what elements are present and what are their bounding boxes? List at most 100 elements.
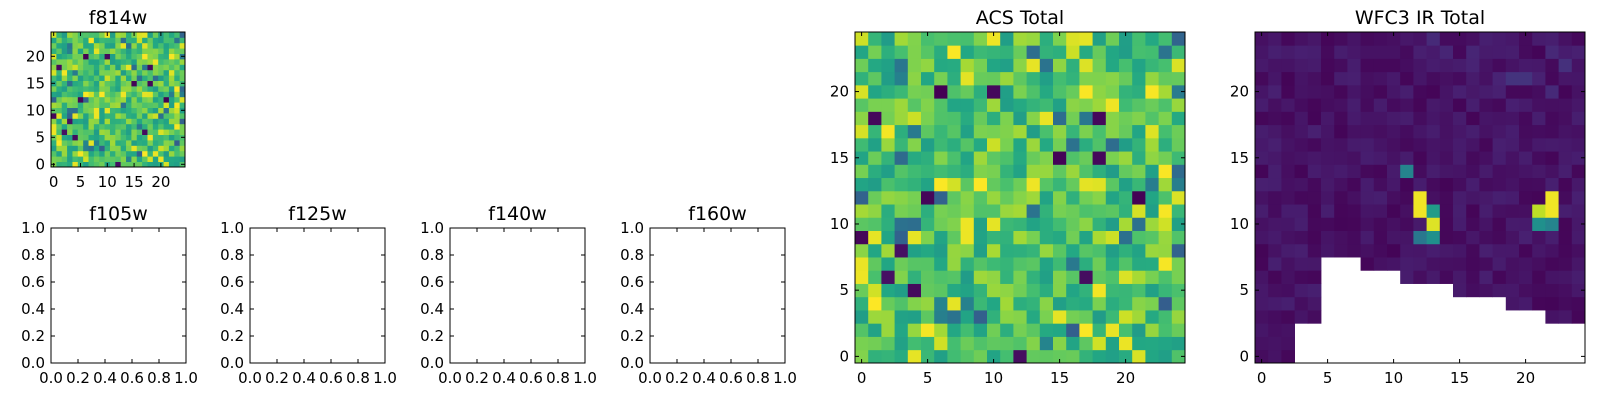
heatmap-cell: [158, 80, 164, 87]
heatmap-cell: [1145, 151, 1159, 165]
heatmap-cell: [1132, 177, 1146, 192]
heatmap-cell: [1453, 243, 1467, 258]
heatmap-cell: [56, 42, 63, 49]
heatmap-cell: [83, 69, 89, 76]
heatmap-cell: [1294, 137, 1309, 152]
heatmap-cell: [1132, 111, 1146, 126]
heatmap-cell: [1158, 296, 1173, 311]
heatmap-cell: [1558, 45, 1573, 59]
heatmap-cell: [163, 123, 170, 130]
heatmap-cell: [56, 80, 63, 87]
heatmap-cell: [1334, 230, 1348, 245]
heatmap-cell: [1453, 164, 1467, 179]
heatmap-cell: [158, 145, 164, 152]
heatmap-cell: [72, 107, 79, 114]
heatmap-cell: [147, 86, 154, 92]
heatmap-cell: [1466, 190, 1480, 205]
heatmap-cell: [1307, 71, 1322, 86]
heatmap-cell: [104, 48, 111, 54]
heatmap-cell: [921, 243, 935, 258]
heatmap-cell: [1426, 270, 1441, 284]
heatmap-cell: [1255, 45, 1269, 59]
heatmap-cell: [1571, 151, 1586, 165]
heatmap-cell: [1039, 71, 1054, 86]
heatmap-cell: [987, 283, 1001, 298]
heatmap-cell: [88, 91, 95, 98]
heatmap-cell: [163, 75, 170, 81]
heatmap-cell: [61, 150, 68, 157]
heatmap-cell: [1092, 310, 1107, 324]
heatmap-cell: [56, 64, 63, 71]
heatmap-cell: [115, 123, 122, 130]
heatmap-cell: [136, 123, 143, 130]
heatmap-cell: [1360, 111, 1375, 126]
x-tick-label: 1.0: [373, 369, 397, 387]
heatmap-cell: [1079, 71, 1093, 86]
heatmap-cell: [1281, 164, 1295, 179]
heatmap-cell: [1307, 310, 1322, 324]
heatmap-cell: [1532, 204, 1546, 218]
heatmap-cell: [1171, 111, 1186, 126]
x-tick-label: 0.0: [39, 369, 63, 387]
heatmap-cell: [1545, 124, 1559, 139]
heatmap-cell: [1492, 45, 1507, 59]
heatmap-cell: [1426, 124, 1441, 139]
heatmap-cell: [960, 137, 975, 152]
heatmap-cell: [1413, 32, 1427, 46]
heatmap-cell: [1079, 336, 1093, 351]
heatmap-cell: [1334, 190, 1348, 205]
acs_total-cells: [855, 32, 1186, 364]
heatmap-cell: [120, 75, 127, 81]
heatmap-cell: [72, 53, 79, 60]
heatmap-cell: [168, 80, 175, 87]
heatmap-cell: [1145, 243, 1159, 258]
heatmap-cell: [1053, 151, 1067, 165]
heatmap-cell: [1294, 164, 1309, 179]
heatmap-cell: [88, 86, 95, 92]
heatmap-cell: [1479, 164, 1493, 179]
heatmap-cell: [104, 69, 111, 76]
heatmap-cell: [881, 164, 895, 179]
heatmap-cell: [93, 53, 100, 60]
heatmap-cell: [1119, 45, 1133, 59]
heatmap-cell: [109, 140, 116, 146]
heatmap-cell: [1000, 98, 1014, 112]
heatmap-cell: [1571, 124, 1586, 139]
heatmap-cell: [1092, 349, 1107, 364]
heatmap-cell: [1519, 98, 1533, 112]
heatmap-cell: [1092, 190, 1107, 205]
heatmap-cell: [136, 32, 143, 38]
heatmap-cell: [83, 129, 89, 135]
heatmap-cell: [907, 137, 922, 152]
heatmap-cell: [93, 134, 100, 141]
heatmap-cell: [1387, 98, 1401, 112]
heatmap-cell: [120, 42, 127, 49]
heatmap-cell: [152, 42, 159, 49]
heatmap-cell: [115, 59, 122, 65]
heatmap-cell: [126, 53, 132, 60]
heatmap-cell: [163, 80, 170, 87]
heatmap-cell: [1158, 230, 1173, 245]
heatmap-cell: [934, 124, 948, 139]
heatmap-cell: [1145, 310, 1159, 324]
heatmap-cell: [77, 107, 84, 114]
heatmap-cell: [131, 102, 138, 108]
heatmap-cell: [1000, 283, 1014, 298]
heatmap-cell: [131, 86, 138, 92]
heatmap-cell: [1000, 151, 1014, 165]
heatmap-cell: [147, 150, 154, 157]
heatmap-cell: [868, 217, 882, 231]
heatmap-cell: [1145, 111, 1159, 126]
heatmap-cell: [1321, 230, 1335, 245]
heatmap-cell: [1053, 204, 1067, 218]
heatmap-cell: [120, 129, 127, 135]
heatmap-cell: [1373, 124, 1388, 139]
heatmap-cell: [1105, 137, 1120, 152]
heatmap-cell: [855, 296, 869, 311]
heatmap-cell: [179, 48, 186, 54]
heatmap-cell: [1479, 190, 1493, 205]
heatmap-cell: [921, 349, 935, 364]
heatmap-cell: [1119, 111, 1133, 126]
heatmap-cell: [61, 96, 68, 103]
heatmap-cell: [1439, 84, 1454, 99]
